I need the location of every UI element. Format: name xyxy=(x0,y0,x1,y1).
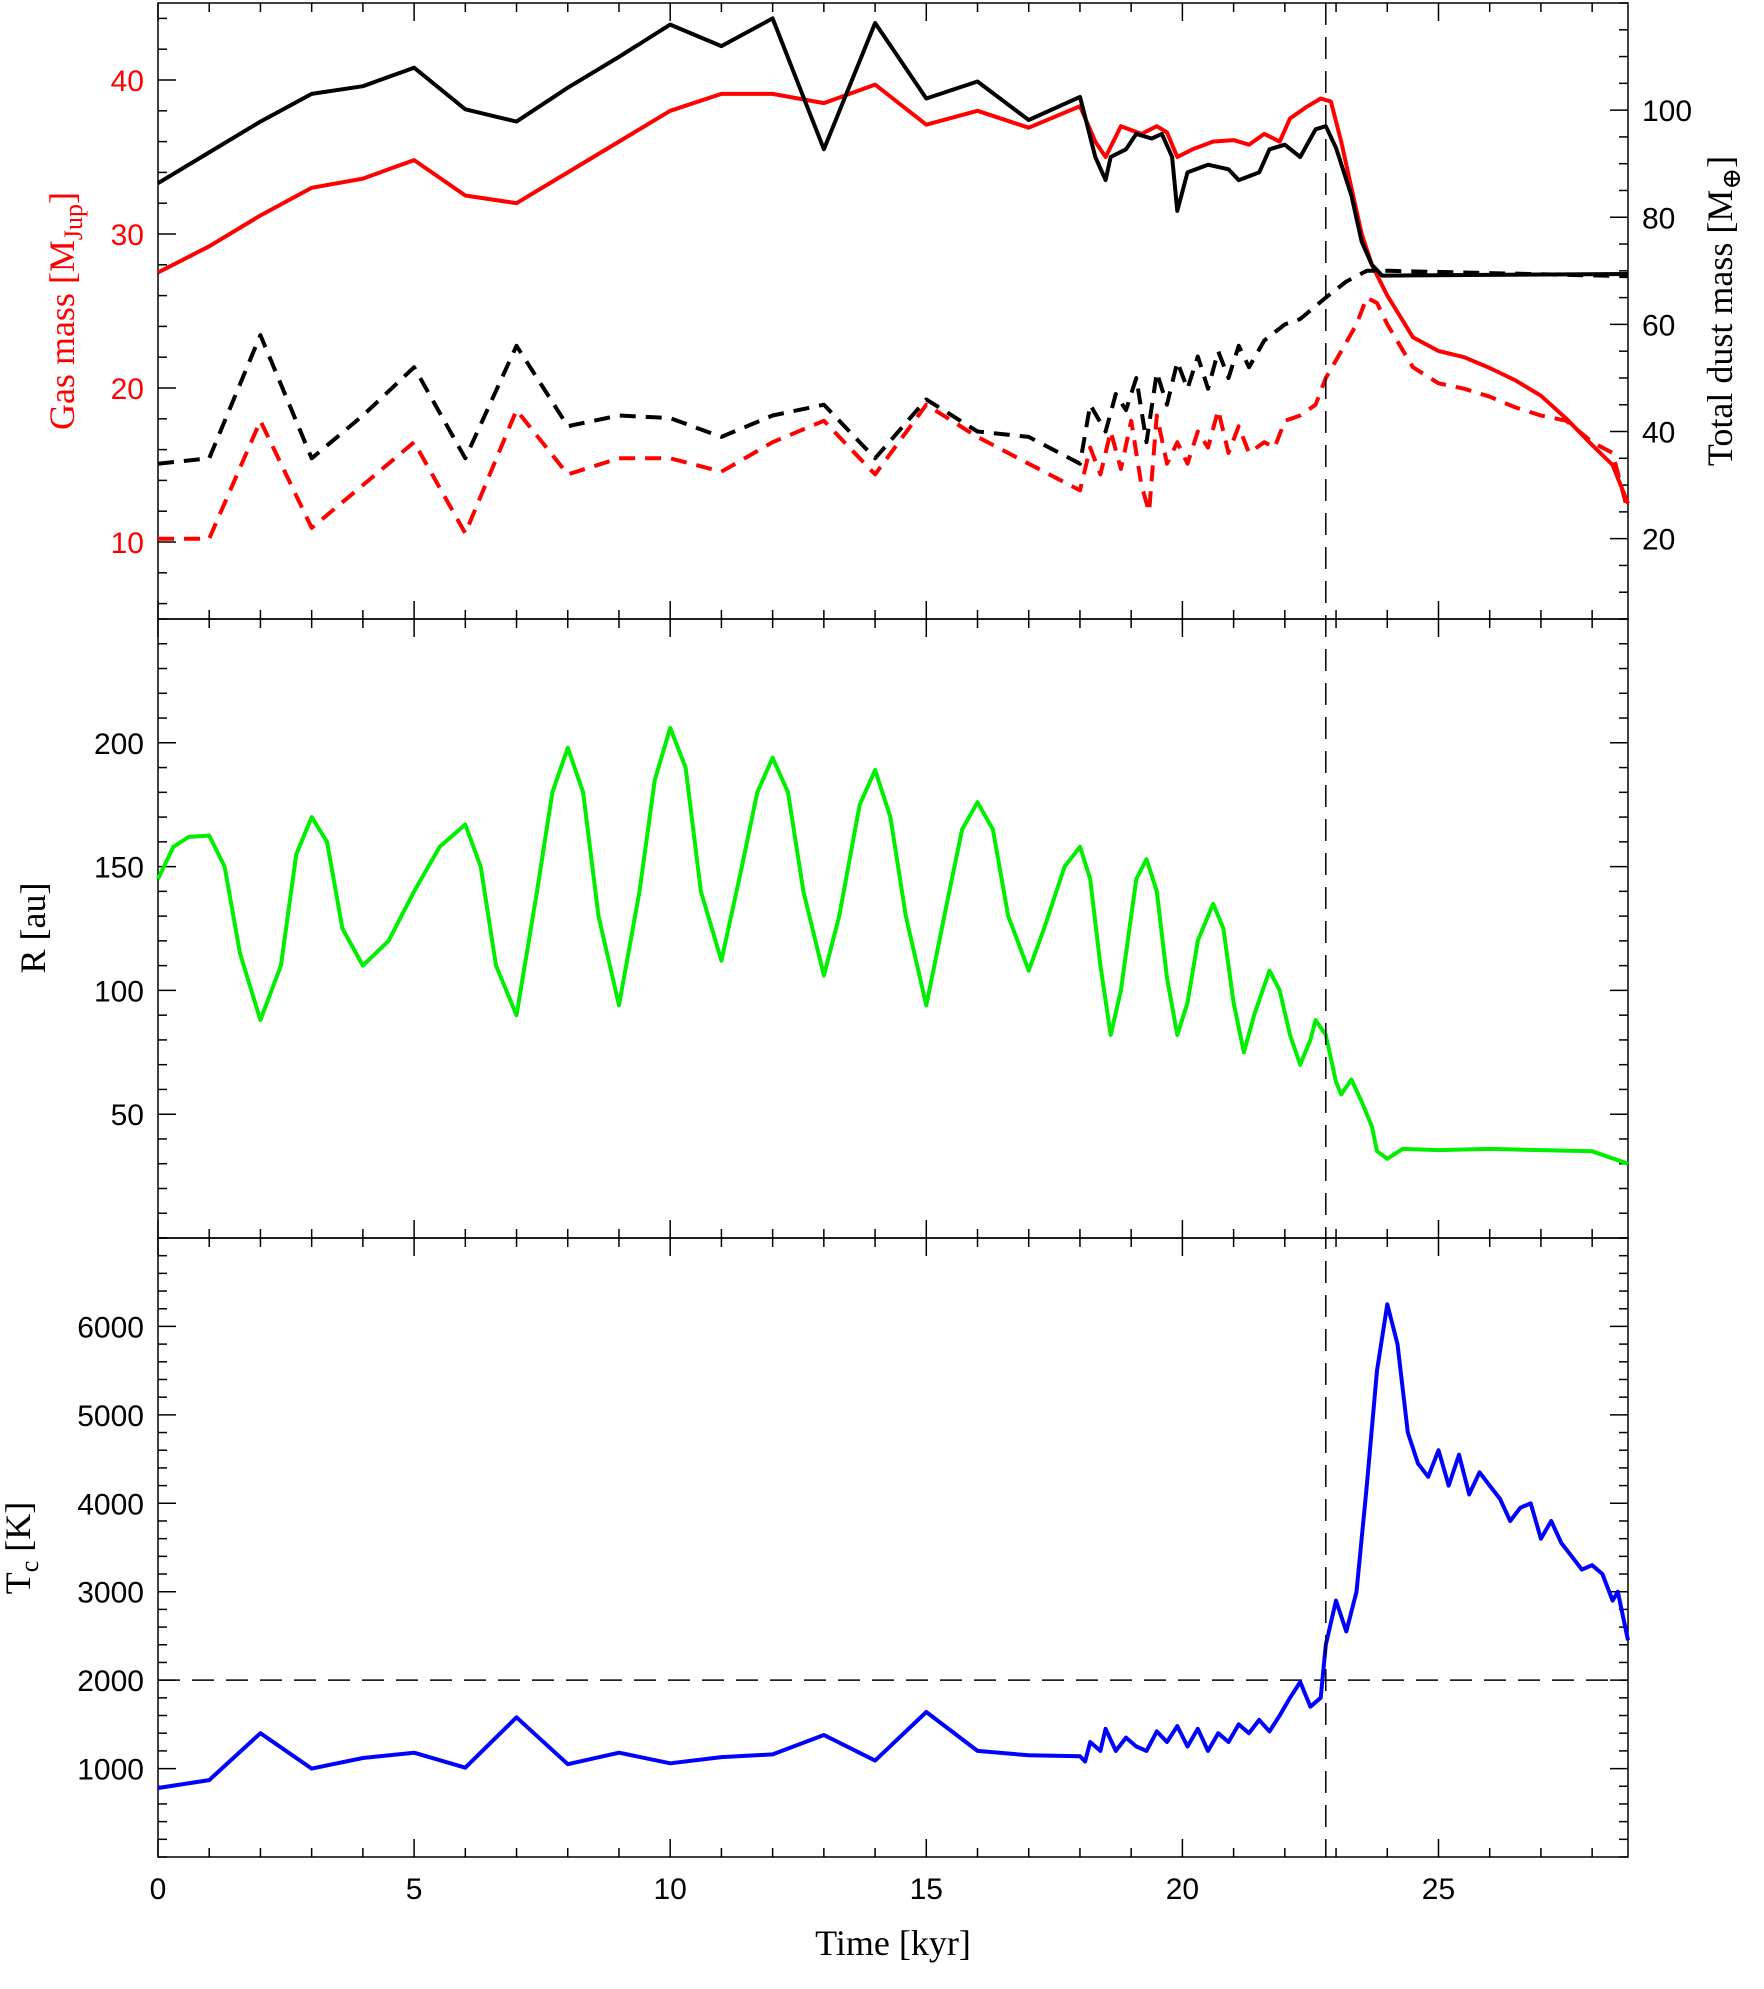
top-right-ytick-label-20: 20 xyxy=(1642,524,1675,557)
panel-mid-ticks xyxy=(157,618,1628,1239)
panel-mid-yticklabels: 50 100 150 200 xyxy=(94,728,144,1132)
panel-top-ticks xyxy=(157,2,1628,620)
panel-bot-ticks xyxy=(157,1237,1628,1858)
bot-ytick-label-5000: 5000 xyxy=(77,1400,144,1433)
top-left-ytick-label-20: 20 xyxy=(111,373,144,406)
temperature-axis-title: Tc [K] xyxy=(0,1502,44,1595)
top-right-ytick-label-80: 80 xyxy=(1642,202,1675,235)
bot-ytick-label-2000: 2000 xyxy=(77,1665,144,1698)
mid-series-0-green-solid xyxy=(156,725,1629,1166)
top-right-ytick-label-100: 100 xyxy=(1642,95,1692,128)
bot-ytick-label-3000: 3000 xyxy=(77,1577,144,1610)
panel-mid-series xyxy=(156,725,1629,1166)
panel-temperature: 1000 2000 3000 4000 5000 6000 0 5 10 15 20 25 Tc [… xyxy=(0,1237,1630,1963)
bot-ytick-label-1000: 1000 xyxy=(77,1754,144,1787)
bot-xtick-label-5: 5 xyxy=(406,1873,423,1906)
bot-xtick-label-15: 15 xyxy=(910,1873,943,1906)
bot-ytick-label-6000: 6000 xyxy=(77,1311,144,1344)
top-left-ytick-label-40: 40 xyxy=(111,65,144,98)
panel-bot-frame xyxy=(157,1237,1629,1858)
mid-ytick-label-200: 200 xyxy=(94,728,144,761)
top-series-0-red-solid xyxy=(157,82,1630,505)
dust-mass-axis-title: Total dust mass [M⊕] xyxy=(1700,156,1746,466)
panel-mid-frame xyxy=(157,618,1629,1239)
gas-mass-axis-title: Gas mass [MJup] xyxy=(42,192,88,430)
bot-xtick-label-0: 0 xyxy=(150,1873,167,1906)
bot-series-0-blue-solid xyxy=(157,1302,1630,1790)
mid-ytick-label-100: 100 xyxy=(94,975,144,1008)
panel-top-yticklabels-right: 20 40 60 80 100 xyxy=(1642,95,1692,557)
bot-xtick-label-25: 25 xyxy=(1422,1873,1455,1906)
panel-top-yticklabels-left: 10 20 30 40 xyxy=(111,65,144,560)
panel-bot-xticklabels: 0 5 10 15 20 25 xyxy=(150,1873,1456,1906)
top-right-ytick-label-40: 40 xyxy=(1642,417,1675,450)
top-right-ytick-label-60: 60 xyxy=(1642,309,1675,342)
panel-bot-series xyxy=(157,1302,1630,1790)
radius-axis-title: R [au] xyxy=(13,883,53,974)
top-series-2-red-dashed xyxy=(158,295,1630,541)
panel-radius: 50 100 150 200 R [au] xyxy=(13,618,1629,1239)
bot-xtick-label-20: 20 xyxy=(1166,1873,1199,1906)
bot-ytick-label-4000: 4000 xyxy=(77,1488,144,1521)
panel-top-series xyxy=(156,16,1630,541)
panel-bot-yticklabels: 1000 2000 3000 4000 5000 6000 xyxy=(77,1311,144,1786)
mid-ytick-label-50: 50 xyxy=(111,1099,144,1132)
mid-ytick-label-150: 150 xyxy=(94,852,144,885)
bot-xtick-label-10: 10 xyxy=(654,1873,687,1906)
time-axis-title: Time [kyr] xyxy=(815,1923,971,1963)
top-series-3-black-dashed xyxy=(157,268,1629,466)
panel-top-frame xyxy=(157,2,1629,620)
panel-gas-dust-mass: 10 20 30 40 20 40 60 80 100 Gas mass [MJup] Tot… xyxy=(42,2,1746,620)
top-series-1-black-solid xyxy=(156,16,1629,278)
top-left-ytick-label-10: 10 xyxy=(111,527,144,560)
top-left-ytick-label-30: 30 xyxy=(111,219,144,252)
